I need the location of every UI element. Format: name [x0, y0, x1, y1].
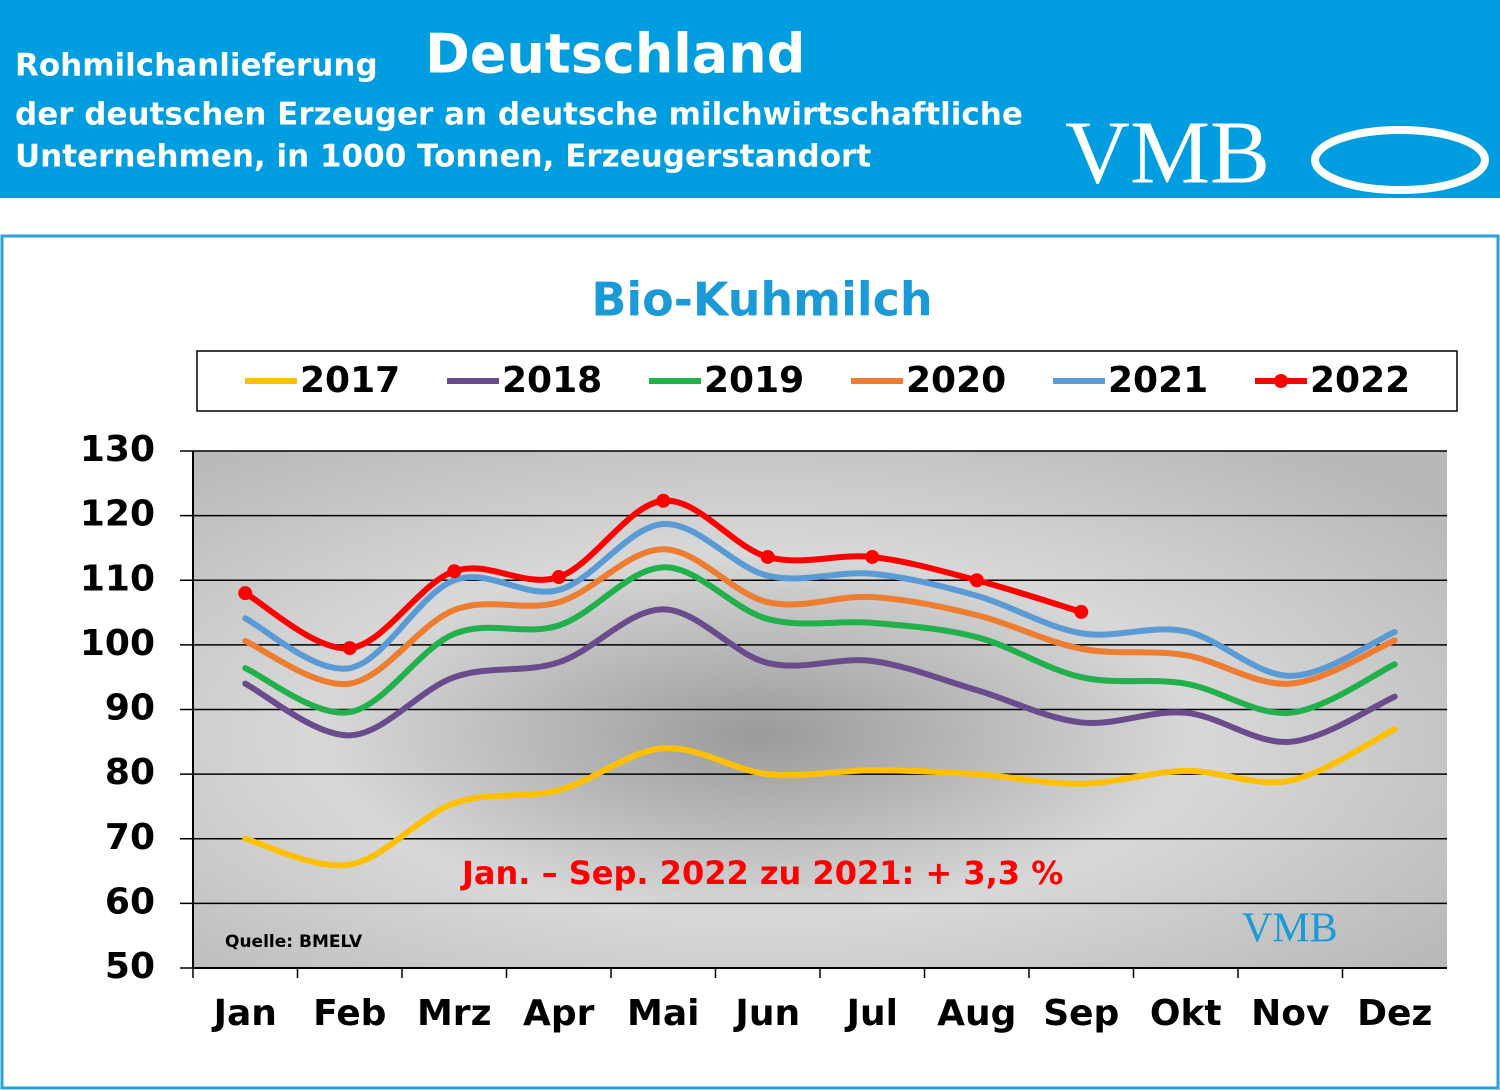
y-tick-label: 90 — [105, 688, 155, 729]
y-tick-label: 80 — [105, 752, 155, 793]
data-point — [551, 570, 566, 585]
logo-swirl — [1311, 126, 1489, 194]
x-tick-label: Jan — [211, 993, 277, 1034]
x-tick-label: Sep — [1043, 993, 1119, 1034]
x-tick-label: Jul — [844, 993, 898, 1034]
y-tick-label: 130 — [80, 429, 155, 470]
legend — [196, 350, 1458, 412]
header-line: der deutschen Erzeuger an deutsche milch… — [15, 97, 1023, 133]
y-tick-label: 110 — [80, 558, 155, 599]
series-line — [242, 606, 1398, 745]
series-line — [242, 521, 1398, 679]
data-point — [447, 564, 462, 579]
annotation: Jan. – Sep. 2022 zu 2021: + 3,3 % — [460, 854, 1063, 892]
x-tick-label: Dez — [1357, 993, 1432, 1034]
y-tick-label: 60 — [105, 881, 155, 922]
data-point — [656, 493, 671, 508]
y-tick-label: 100 — [80, 623, 155, 664]
series-line — [242, 564, 1398, 716]
header-title: Deutschland — [425, 23, 805, 86]
legend-label: 2018 — [502, 360, 602, 401]
source: Quelle: BMELV — [225, 932, 363, 952]
data-point — [238, 586, 253, 601]
data-point — [865, 549, 880, 564]
logo-small: VMB — [1242, 906, 1338, 952]
legend-marker — [1274, 374, 1288, 388]
data-point — [1074, 604, 1089, 619]
data-point — [760, 549, 775, 564]
series-line — [242, 725, 1398, 869]
series-line — [242, 546, 1398, 687]
x-tick-label: Jun — [732, 993, 800, 1034]
y-tick-label: 120 — [80, 494, 155, 535]
x-tick-label: Mai — [627, 993, 699, 1034]
header-lead: Rohmilchanlieferung — [15, 48, 378, 84]
x-tick-label: Feb — [313, 993, 386, 1034]
x-tick-label: Apr — [523, 993, 595, 1034]
data-point — [969, 573, 984, 588]
y-tick-label: 70 — [105, 817, 155, 858]
header-band — [0, 0, 1500, 198]
y-tick-label: 50 — [105, 946, 155, 987]
x-tick-label: Mrz — [417, 993, 492, 1034]
data-point — [342, 641, 357, 656]
legend-label: 2020 — [906, 360, 1006, 401]
chart-title: Bio-Kuhmilch — [591, 273, 932, 327]
x-tick-label: Aug — [937, 993, 1016, 1034]
legend-label: 2021 — [1108, 360, 1208, 401]
x-tick-label: Nov — [1251, 993, 1329, 1034]
legend-label: 2019 — [704, 360, 804, 401]
logo: VMB — [1065, 104, 1270, 203]
header-line: Unternehmen, in 1000 Tonnen, Erzeugersta… — [15, 139, 871, 175]
legend-label: 2017 — [300, 360, 400, 401]
x-tick-label: Okt — [1150, 993, 1222, 1034]
legend-label: 2022 — [1310, 360, 1410, 401]
